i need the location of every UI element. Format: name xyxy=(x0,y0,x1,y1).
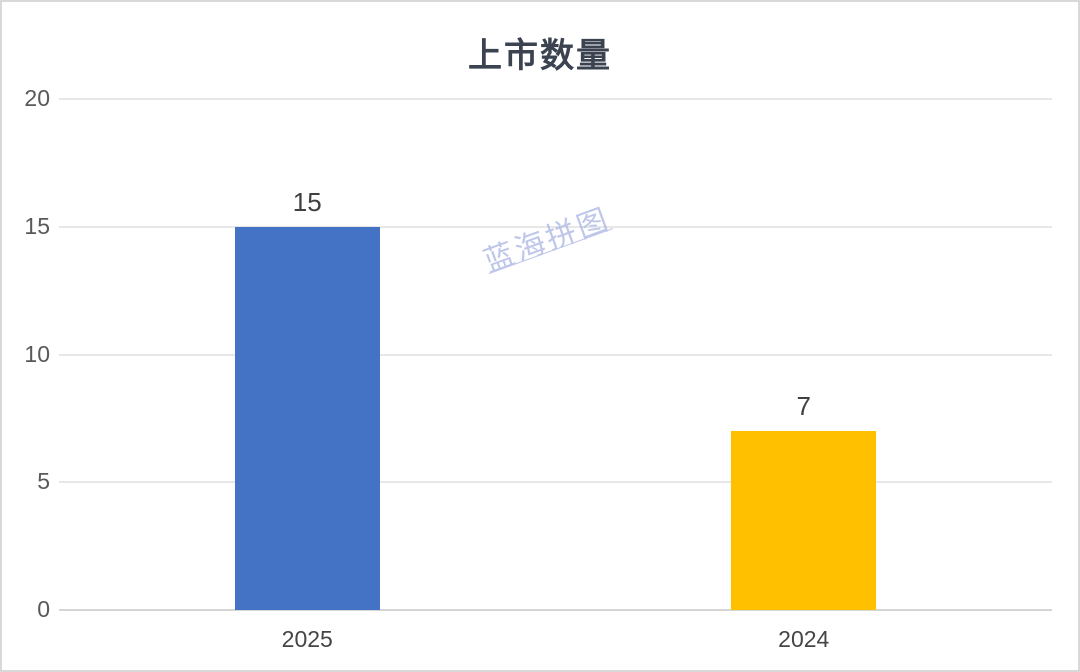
x-axis-category-label: 2025 xyxy=(281,626,333,652)
y-axis-tick-label: 15 xyxy=(24,212,50,239)
y-axis-tick-label: 10 xyxy=(24,340,50,367)
gridline xyxy=(59,98,1052,100)
x-axis-category-label: 2024 xyxy=(778,626,830,652)
gridline xyxy=(59,225,1052,228)
watermark-text: 蓝海拼图 xyxy=(479,202,615,279)
gridline xyxy=(59,353,1052,356)
x-axis-line xyxy=(59,609,1052,611)
bar-2025 xyxy=(234,226,380,610)
bar-2024 xyxy=(731,431,877,610)
bar-value-label: 15 xyxy=(292,186,322,217)
chart-title: 上市数量 xyxy=(468,37,612,75)
gridline xyxy=(59,481,1052,484)
y-axis-tick-label: 0 xyxy=(37,596,50,622)
y-axis-tick-label: 20 xyxy=(24,85,50,111)
bar-value-label: 7 xyxy=(796,391,811,422)
y-axis-tick-label: 5 xyxy=(37,468,50,495)
